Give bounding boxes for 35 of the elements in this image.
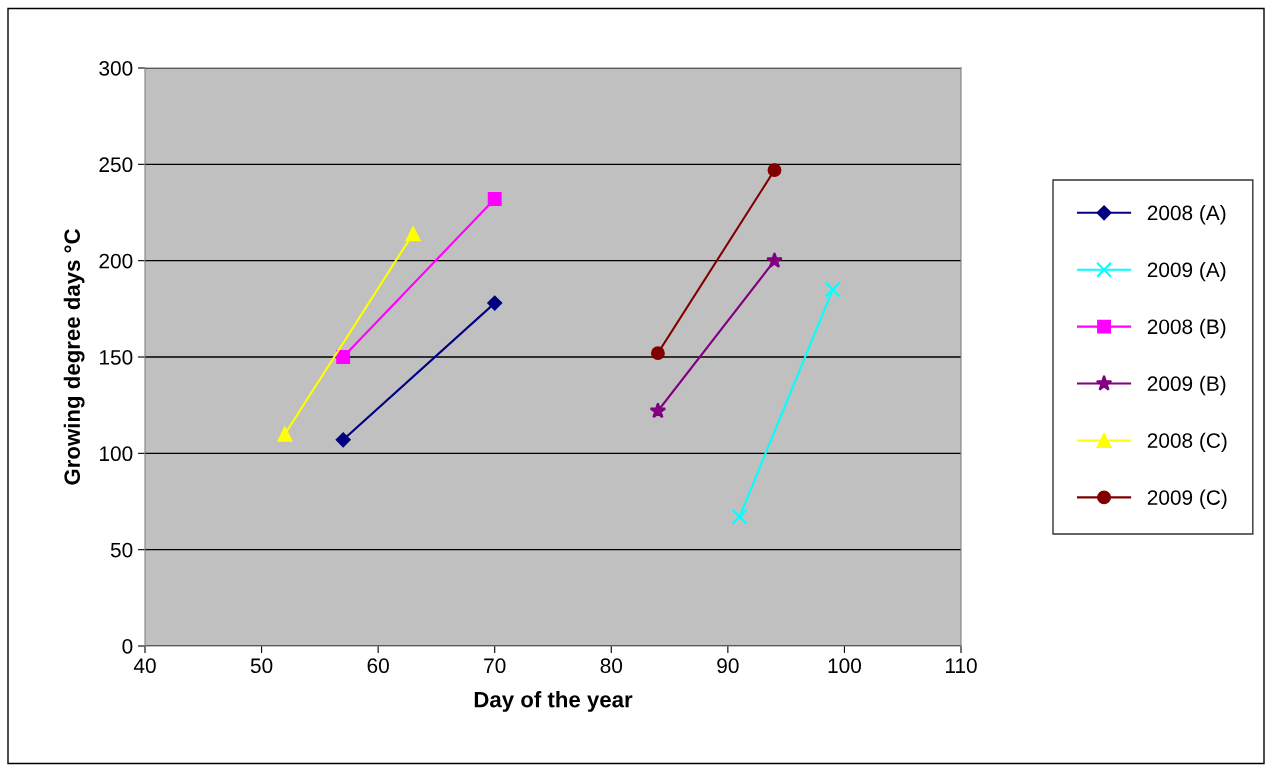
- y-tick-label: 200: [99, 253, 133, 269]
- legend-label: 2008 (A): [1147, 204, 1226, 225]
- x-tick-label: 60: [367, 658, 389, 674]
- point: [824, 281, 841, 298]
- x-tick-label: 40: [133, 658, 156, 674]
- legend-label: 2009 (A): [1147, 261, 1226, 282]
- legend-label: 2009 (B): [1147, 375, 1226, 396]
- x-tick-label: 110: [945, 658, 977, 674]
- y-tick-label: 250: [99, 157, 133, 173]
- x-tick-label: 50: [250, 658, 273, 674]
- y-tick-label: 0: [122, 639, 133, 654]
- x-axis-title: Day of the year: [474, 691, 633, 712]
- y-tick-label: 100: [100, 446, 133, 462]
- point: [487, 295, 503, 311]
- point: [277, 426, 293, 442]
- point: [336, 350, 351, 364]
- point: [649, 402, 667, 419]
- legend-label: 2009 (C): [1147, 489, 1227, 509]
- y-axis-title: Growing degree days °C: [63, 229, 85, 485]
- y-tick-label: 150: [100, 350, 133, 365]
- legend-label: 2008 (C): [1147, 432, 1227, 453]
- point: [405, 226, 421, 242]
- point: [767, 163, 782, 178]
- point: [650, 346, 665, 361]
- point: [731, 508, 748, 525]
- point: [487, 192, 502, 206]
- x-tick-label: 70: [484, 658, 506, 674]
- x-tick-label: 80: [600, 658, 623, 674]
- x-tick-label: 100: [828, 658, 861, 674]
- x-tick-label: 90: [717, 658, 739, 674]
- point: [766, 251, 783, 268]
- y-tick-label: 50: [110, 542, 133, 558]
- legend-label: 2008 (B): [1147, 318, 1226, 339]
- point: [335, 432, 351, 448]
- y-tick-label: 300: [99, 61, 133, 76]
